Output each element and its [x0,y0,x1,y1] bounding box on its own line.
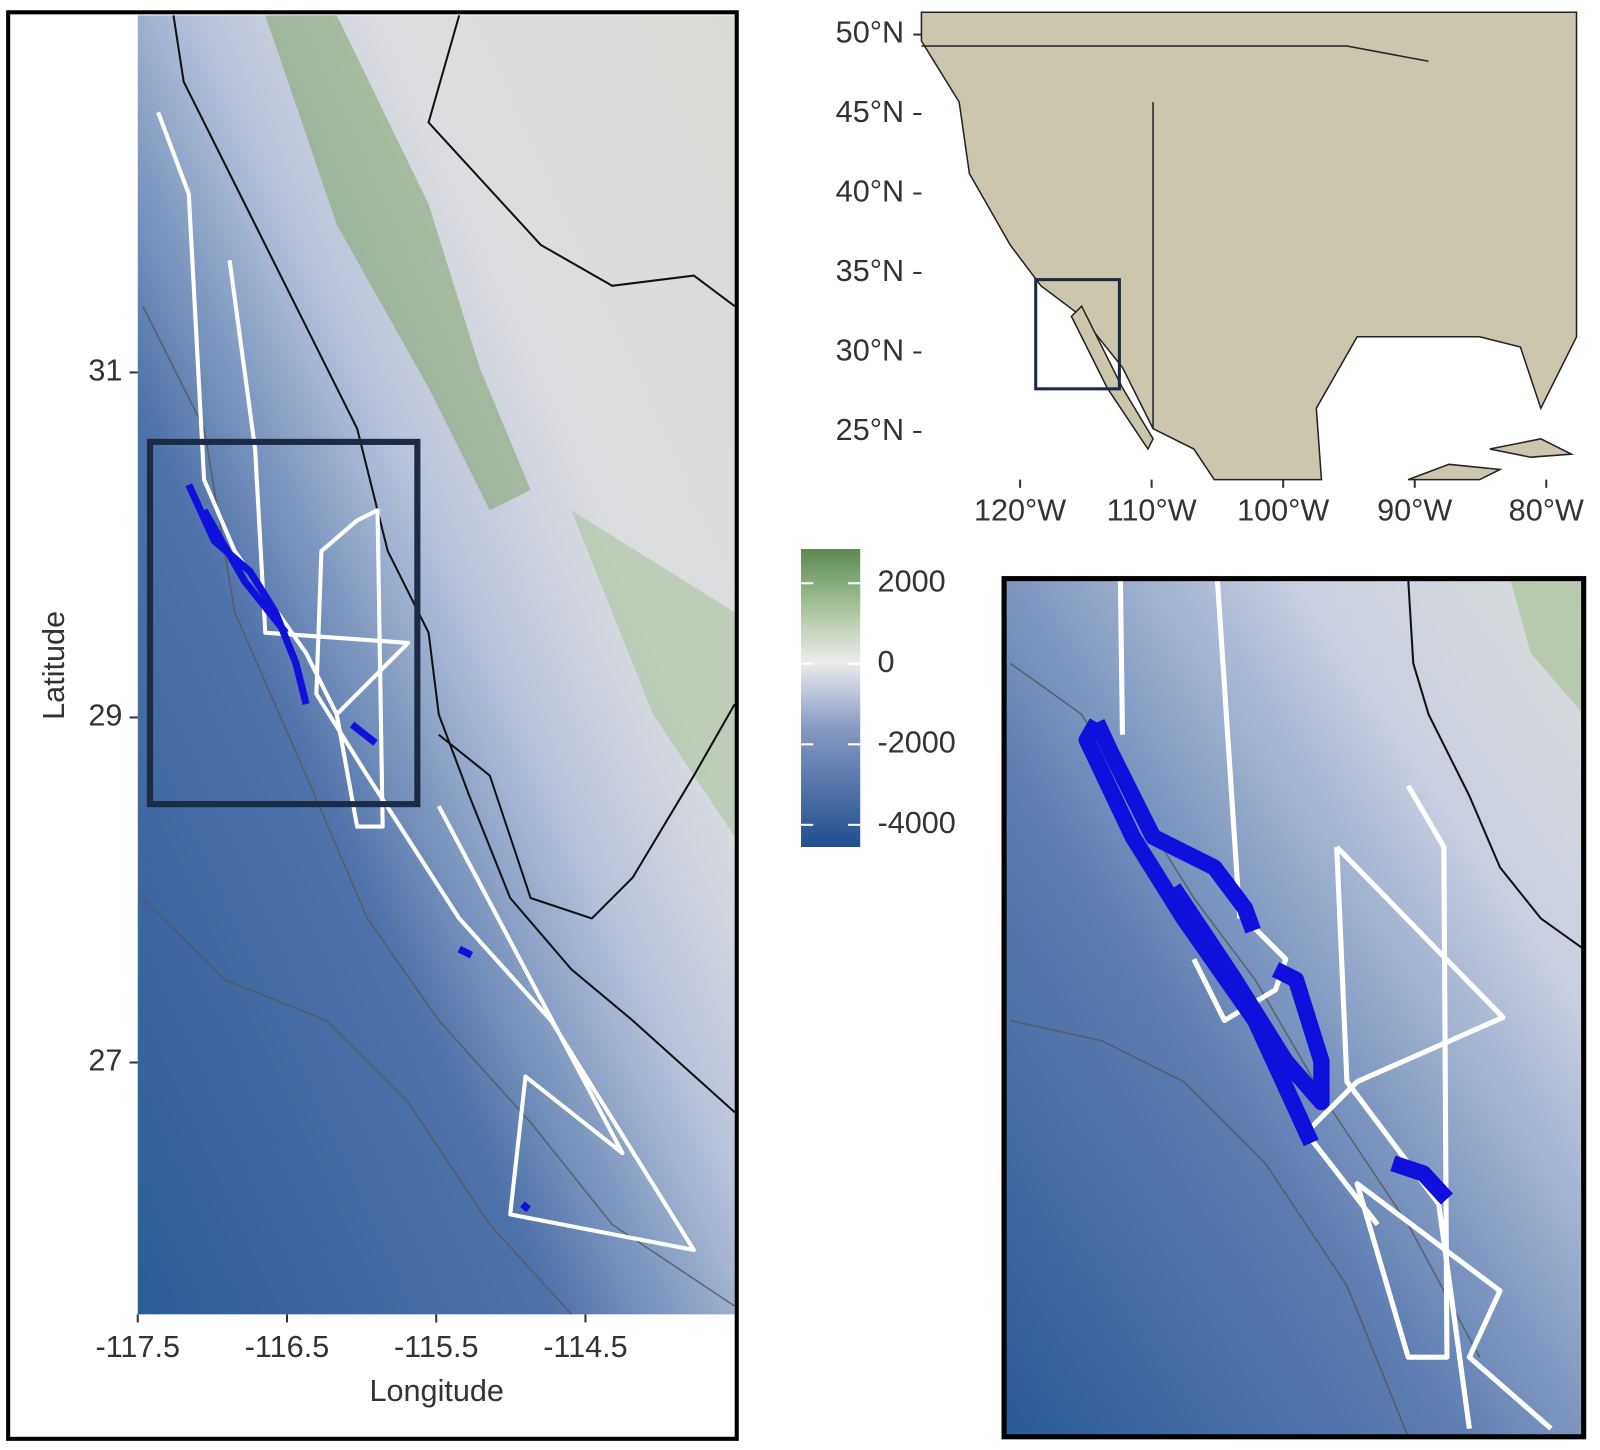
zoom-map [1001,576,1587,1440]
x-tick-label: -115.5 [394,1330,479,1364]
islands [1407,438,1575,481]
y-tick-label: 40°N [836,175,904,209]
mountains [265,15,531,511]
y-tick-label: 30°N [836,334,904,368]
coastline [172,15,736,1114]
x-tick-label: 110°W [1107,493,1197,527]
colorbar-label: 2000 [878,564,946,598]
y-tick-label: 35°N [836,254,904,288]
x-tick-label: 90°W [1377,493,1452,527]
colorbar-label: 0 [878,645,895,679]
baja [1070,304,1154,451]
white-track [1191,926,1289,1024]
main-map: Longitude Latitude [6,10,739,1441]
y-tick-label: 50°N [836,16,904,50]
overview-map [920,11,1578,481]
frame [6,10,739,1441]
coastline [1407,578,1585,950]
land [920,11,1578,481]
borders [921,45,1429,429]
inset-box [1034,278,1121,391]
contour [1010,1019,1409,1438]
white-track [1117,578,1553,1431]
coastline [427,15,736,307]
frame [1001,576,1587,1440]
coastline [438,703,736,920]
inset-box [146,438,421,808]
colorbar-gradient [801,549,861,847]
x-tick-label: -116.5 [245,1330,330,1364]
x-tick-label: -117.5 [95,1330,180,1364]
mountains [1510,578,1584,715]
white-track [227,259,411,716]
y-tick-label: 29 [88,699,122,733]
y-axis-label: Latitude [37,611,71,720]
contour [142,897,572,1315]
x-tick-label: 120°W [974,493,1066,527]
mountains [571,510,735,837]
colorbar [801,549,861,847]
blue-track [1078,718,1453,1205]
x-tick-label: 100°W [1237,493,1329,527]
y-tick-label: 25°N [836,413,904,447]
x-axis-label: Longitude [369,1374,503,1408]
y-tick-label: 31 [88,354,122,388]
colorbar-label: -2000 [878,725,956,759]
x-tick-label: -114.5 [543,1330,628,1364]
contour [142,305,736,1307]
colorbar-label: -4000 [878,806,956,840]
y-tick-label: 27 [88,1044,122,1078]
x-tick-label: 80°W [1509,493,1584,527]
blue-track [185,483,531,1212]
y-tick-label: 45°N [836,95,904,129]
